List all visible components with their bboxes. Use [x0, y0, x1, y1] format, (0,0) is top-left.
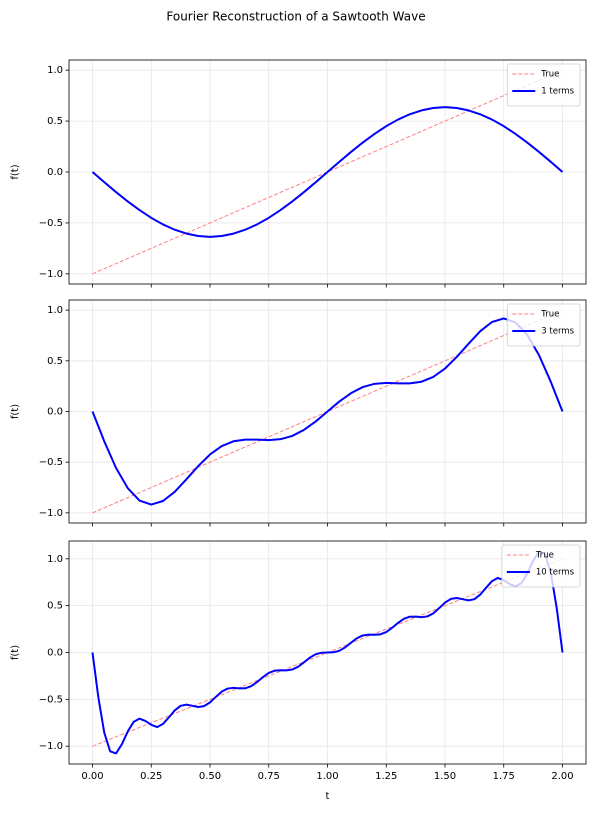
x-tick-label: 0.75 — [258, 771, 280, 782]
y-tick-label: 1.0 — [47, 65, 63, 76]
x-tick-label: 1.25 — [375, 771, 397, 782]
x-tick-label: 1.00 — [316, 771, 338, 782]
series-line — [91, 317, 564, 506]
y-tick-label: −1.0 — [39, 269, 63, 280]
y-tick-label: 0.5 — [47, 356, 63, 367]
y-tick-label: 0.0 — [47, 648, 63, 659]
x-tick-label: 0.50 — [199, 771, 221, 782]
y-tick-label: −0.5 — [39, 218, 63, 229]
legend-label: 10 terms — [536, 568, 575, 578]
y-tick-label: −1.0 — [39, 741, 63, 752]
legend-label: True — [535, 551, 554, 561]
x-tick-label: 2.00 — [551, 771, 573, 782]
y-axis-label: f(t) — [10, 404, 21, 419]
x-axis-label: t — [326, 791, 330, 802]
axes-frame — [68, 540, 587, 765]
subplot: −1.0 −0.5 0.0 0.5 1.0 f(t) True 1 terms — [10, 59, 587, 288]
figure-title: Fourier Reconstruction of a Sawtooth Wav… — [166, 10, 425, 24]
legend-label: 1 terms — [541, 87, 574, 97]
y-tick-label: 0.5 — [47, 116, 63, 127]
legend: True 10 terms — [501, 544, 581, 588]
axes-frame — [68, 299, 587, 524]
y-axis-label: f(t) — [10, 645, 21, 660]
y-tick-label: 1.0 — [47, 305, 63, 316]
series-line — [91, 550, 564, 755]
x-tick-label: 1.50 — [434, 771, 456, 782]
x-tick-label: 1.75 — [493, 771, 515, 782]
y-tick-label: 0.5 — [47, 601, 63, 612]
series-line — [91, 106, 564, 238]
series-line — [92, 69, 563, 275]
subplot: 0.00 0.25 0.50 0.75 1.00 1.25 1.50 1.75 2.00 −1.0… — [10, 540, 587, 802]
legend-label: 3 terms — [541, 327, 574, 337]
y-tick-label: −0.5 — [39, 694, 63, 705]
legend: True 1 terms — [506, 63, 581, 107]
y-tick-label: −1.0 — [39, 508, 63, 519]
y-axis-label: f(t) — [10, 164, 21, 179]
y-tick-label: −0.5 — [39, 457, 63, 468]
legend: True 3 terms — [506, 303, 581, 347]
subplot: −1.0 −0.5 0.0 0.5 1.0 f(t) True 3 terms — [10, 299, 587, 527]
y-tick-label: 1.0 — [47, 554, 63, 565]
axes-frame — [68, 59, 587, 285]
y-tick-label: 0.0 — [47, 167, 63, 178]
legend-label: True — [540, 310, 559, 320]
legend-label: True — [540, 70, 559, 80]
x-tick-label: 0.25 — [140, 771, 162, 782]
y-tick-label: 0.0 — [47, 407, 63, 418]
x-tick-label: 0.00 — [81, 771, 103, 782]
